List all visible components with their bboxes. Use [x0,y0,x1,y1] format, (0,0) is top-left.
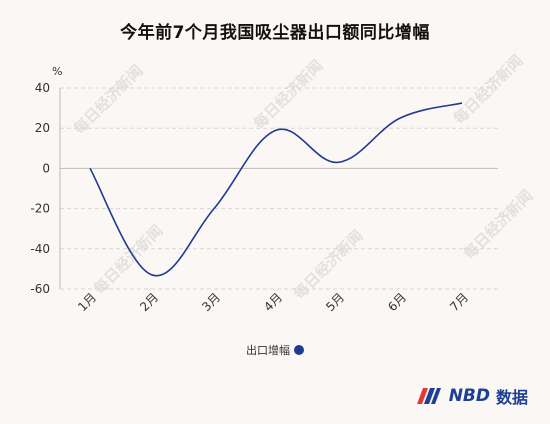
x-tick-label: 5月 [323,290,347,314]
watermark-text: 每日经济新闻 [70,61,146,137]
y-tick-label: -60 [30,282,50,296]
y-tick-label: 40 [35,81,50,95]
y-axis-ticks: 40 20 0 -20 -40 -60 [30,81,50,296]
y-tick-label: -20 [30,202,50,216]
watermark-text: 每日经济新闻 [450,51,526,127]
x-tick-label: 2月 [137,290,161,314]
legend-marker [294,345,304,355]
nbd-logo-icon [416,388,441,404]
x-tick-label: 1月 [75,290,99,314]
watermark-text: 每日经济新闻 [90,221,166,297]
legend[interactable]: 出口增幅 [0,342,550,358]
watermark-text: 每日经济新闻 [290,226,366,302]
chart-title: 今年前7个月我国吸尘器出口额同比增幅 [120,23,430,43]
brand-name-cn: 数据 [495,388,528,407]
y-tick-label: 0 [42,161,50,175]
series-line-export-growth [89,102,463,277]
legend-label: 出口增幅 [246,344,290,357]
x-axis-ticks: 1月 2月 3月 4月 5月 6月 7月 [75,290,471,314]
y-tick-label: 20 [35,121,50,135]
brand-logo-group: NBD 数据 [415,384,528,408]
x-tick-label: 6月 [385,290,409,314]
brand-name: NBD [448,386,490,406]
x-tick-label: 3月 [199,290,223,314]
y-tick-label: -40 [30,242,50,256]
y-axis-unit: % [52,65,62,78]
watermark-text: 每日经济新闻 [250,56,326,132]
grid-layer [59,87,498,290]
x-tick-label: 4月 [261,290,285,314]
watermark-text: 每日经济新闻 [460,186,536,262]
x-tick-label: 7月 [447,290,471,314]
